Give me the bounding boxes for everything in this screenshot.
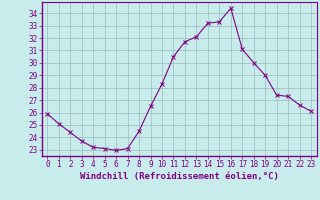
X-axis label: Windchill (Refroidissement éolien,°C): Windchill (Refroidissement éolien,°C) xyxy=(80,172,279,181)
